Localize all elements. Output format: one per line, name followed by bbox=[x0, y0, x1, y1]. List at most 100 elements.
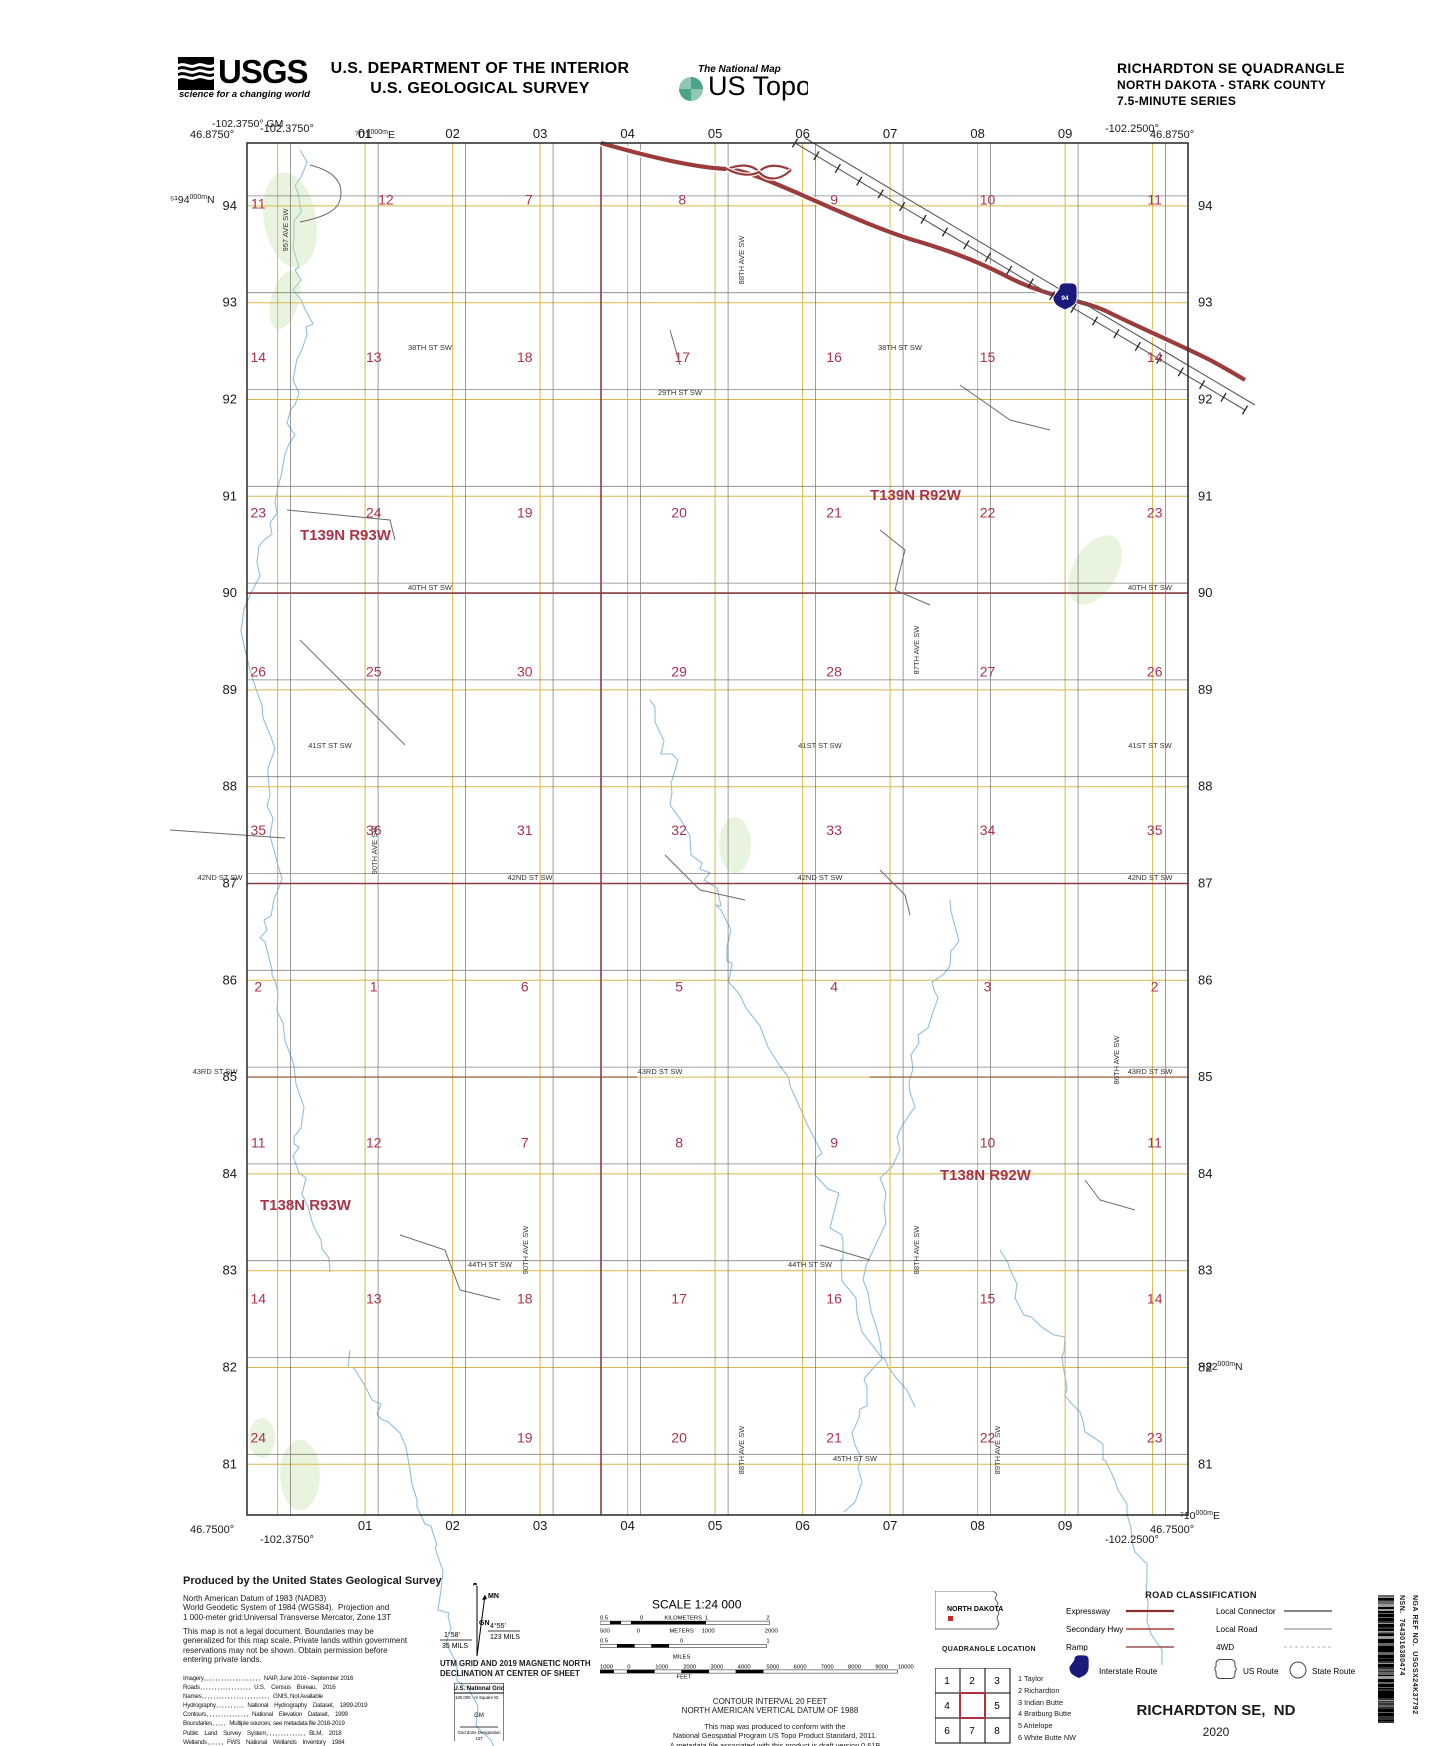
svg-text:3000: 3000 bbox=[710, 1664, 724, 1670]
svg-text:8: 8 bbox=[678, 191, 686, 207]
svg-text:40TH ST SW: 40TH ST SW bbox=[1128, 583, 1173, 592]
svg-text:5: 5 bbox=[994, 1701, 1000, 1712]
svg-text:6: 6 bbox=[944, 1726, 950, 1737]
svg-text:5000: 5000 bbox=[766, 1664, 780, 1670]
svg-text:26: 26 bbox=[251, 664, 267, 680]
svg-text:32: 32 bbox=[671, 822, 687, 838]
svg-text:06: 06 bbox=[795, 126, 809, 141]
svg-text:40TH ST SW: 40TH ST SW bbox=[408, 583, 453, 592]
svg-text:Local Connector: Local Connector bbox=[1216, 1607, 1276, 1616]
svg-text:35 MILS: 35 MILS bbox=[442, 1643, 468, 1650]
svg-text:33: 33 bbox=[826, 822, 842, 838]
svg-text:42ND ST SW: 42ND ST SW bbox=[508, 873, 554, 882]
svg-text:4: 4 bbox=[944, 1701, 950, 1712]
svg-text:22: 22 bbox=[980, 505, 996, 521]
svg-text:2: 2 bbox=[766, 1616, 769, 1622]
svg-text:7000: 7000 bbox=[821, 1664, 835, 1670]
svg-text:05: 05 bbox=[708, 1518, 722, 1533]
svg-text:13T: 13T bbox=[475, 1736, 483, 1741]
svg-text:90TH AVE SW: 90TH AVE SW bbox=[370, 825, 379, 875]
svg-text:88TH AVE SW: 88TH AVE SW bbox=[737, 1425, 746, 1475]
svg-text:14: 14 bbox=[251, 1290, 267, 1306]
svg-text:89TH AVE SW: 89TH AVE SW bbox=[993, 1425, 1002, 1475]
svg-text:-102.2500°: -102.2500° bbox=[1105, 123, 1159, 135]
svg-text:0: 0 bbox=[637, 1628, 641, 1634]
svg-text:Grid Zone Designation: Grid Zone Designation bbox=[458, 1730, 502, 1735]
svg-text:85: 85 bbox=[223, 1069, 237, 1084]
svg-text:2: 2 bbox=[254, 979, 262, 995]
svg-text:8000: 8000 bbox=[848, 1664, 862, 1670]
svg-text:38TH ST SW: 38TH ST SW bbox=[408, 343, 453, 352]
svg-text:05: 05 bbox=[708, 126, 722, 141]
svg-text:KILOMETERS: KILOMETERS bbox=[664, 1616, 702, 1622]
svg-text:1000: 1000 bbox=[702, 1628, 716, 1634]
svg-text:9: 9 bbox=[830, 1135, 838, 1151]
svg-text:FEET: FEET bbox=[677, 1675, 692, 1681]
svg-text:41ST ST SW: 41ST ST SW bbox=[308, 741, 352, 750]
svg-text:-102.3750°: -102.3750° bbox=[260, 1534, 314, 1546]
svg-text:91: 91 bbox=[223, 488, 237, 503]
svg-text:T138N R92W: T138N R92W bbox=[940, 1167, 1032, 1184]
svg-text:41ST ST SW: 41ST ST SW bbox=[1128, 741, 1172, 750]
svg-text:89: 89 bbox=[223, 682, 237, 697]
svg-text:46.7500°: 46.7500° bbox=[190, 1524, 234, 1536]
svg-text:0: 0 bbox=[627, 1664, 631, 1670]
svg-text:88: 88 bbox=[1198, 779, 1212, 794]
svg-text:NORTH DAKOTA: NORTH DAKOTA bbox=[947, 1606, 1003, 1613]
svg-text:30: 30 bbox=[517, 664, 533, 680]
svg-text:2: 2 bbox=[969, 1676, 975, 1687]
svg-text:1°58': 1°58' bbox=[444, 1631, 460, 1639]
svg-text:20: 20 bbox=[671, 505, 687, 521]
svg-text:20: 20 bbox=[671, 1429, 687, 1445]
svg-text:14: 14 bbox=[251, 349, 267, 365]
svg-text:23: 23 bbox=[251, 505, 267, 521]
svg-text:1: 1 bbox=[766, 1639, 769, 1645]
svg-text:⁵¹94000mN: ⁵¹94000mN bbox=[170, 194, 215, 206]
svg-text:500: 500 bbox=[600, 1628, 610, 1634]
svg-text:93: 93 bbox=[223, 295, 237, 310]
svg-text:7: 7 bbox=[521, 1135, 529, 1151]
svg-text:34: 34 bbox=[980, 822, 996, 838]
svg-text:81: 81 bbox=[223, 1456, 237, 1471]
svg-text:T139N R93W: T139N R93W bbox=[300, 527, 392, 544]
svg-text:1: 1 bbox=[705, 1616, 708, 1622]
svg-text:92: 92 bbox=[223, 392, 237, 407]
svg-text:123 MILS: 123 MILS bbox=[490, 1634, 520, 1641]
svg-text:04: 04 bbox=[620, 1518, 634, 1533]
svg-text:1: 1 bbox=[370, 979, 378, 995]
svg-text:8: 8 bbox=[994, 1726, 1000, 1737]
svg-text:1: 1 bbox=[944, 1676, 950, 1687]
svg-text:14: 14 bbox=[1147, 1290, 1163, 1306]
svg-text:06: 06 bbox=[795, 1518, 809, 1533]
svg-text:3: 3 bbox=[984, 979, 992, 995]
svg-text:9: 9 bbox=[830, 191, 838, 207]
svg-text:17: 17 bbox=[671, 1290, 687, 1306]
svg-text:28: 28 bbox=[826, 664, 842, 680]
svg-text:0.5: 0.5 bbox=[600, 1616, 608, 1622]
svg-text:82: 82 bbox=[223, 1360, 237, 1375]
svg-text:03: 03 bbox=[533, 1518, 547, 1533]
svg-text:29: 29 bbox=[671, 664, 687, 680]
svg-text:88TH AVE SW: 88TH AVE SW bbox=[737, 235, 746, 285]
svg-text:T138N R93W: T138N R93W bbox=[260, 1197, 352, 1214]
svg-text:100,000 - m Square ID: 100,000 - m Square ID bbox=[455, 1695, 498, 1700]
svg-text:5: 5 bbox=[675, 979, 683, 995]
svg-text:4WD: 4WD bbox=[1216, 1643, 1234, 1652]
svg-text:4°55': 4°55' bbox=[490, 1622, 506, 1630]
svg-text:87: 87 bbox=[1198, 876, 1212, 891]
svg-text:38TH ST SW: 38TH ST SW bbox=[878, 343, 923, 352]
svg-text:10000: 10000 bbox=[898, 1664, 915, 1670]
svg-text:19: 19 bbox=[517, 1429, 533, 1445]
svg-text:84: 84 bbox=[223, 1166, 237, 1181]
svg-text:91: 91 bbox=[1198, 488, 1212, 503]
svg-text:88: 88 bbox=[223, 779, 237, 794]
svg-text:94: 94 bbox=[1061, 295, 1069, 302]
svg-text:16: 16 bbox=[826, 1290, 842, 1306]
svg-text:2000: 2000 bbox=[765, 1628, 779, 1634]
svg-text:METERS: METERS bbox=[669, 1628, 693, 1634]
svg-text:Interstate Route: Interstate Route bbox=[1099, 1667, 1158, 1676]
svg-text:Local Road: Local Road bbox=[1216, 1625, 1258, 1634]
svg-text:⁵¹82000mN: ⁵¹82000mN bbox=[1198, 1361, 1243, 1373]
svg-text:⁷01000mE: ⁷01000mE bbox=[355, 129, 395, 141]
svg-text:17: 17 bbox=[675, 349, 691, 365]
